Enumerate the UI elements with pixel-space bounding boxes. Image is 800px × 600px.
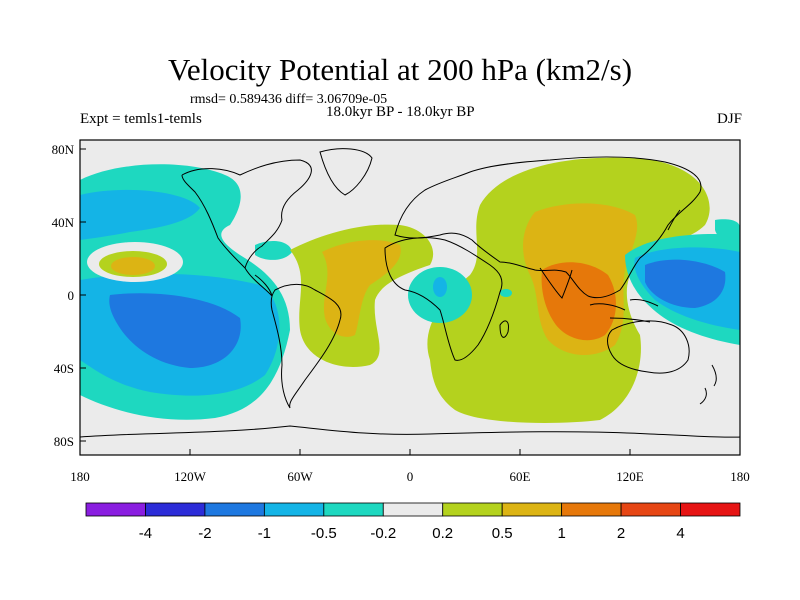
colorbar-swatch <box>561 502 622 517</box>
y-tick-label: 80S <box>54 434 74 449</box>
y-tick-label: 80N <box>52 142 75 157</box>
coast-india <box>539 267 573 299</box>
colorbar-swatch <box>204 502 265 517</box>
x-tick-label: 180 <box>730 469 750 484</box>
coastlines <box>80 148 740 438</box>
x-tick-label: 180 <box>70 469 90 484</box>
contour-pos-hawaii-core <box>111 257 155 275</box>
coast-australia <box>607 320 690 374</box>
colorbar-swatch <box>620 502 681 517</box>
x-tick-label: 120W <box>174 469 207 484</box>
experiment-label: Expt = temls1-temls <box>80 111 202 127</box>
coast-greenland <box>319 148 373 196</box>
stats-text: rmsd= 0.589436 diff= 3.06709e-05 <box>190 92 388 107</box>
colorbar: -4 -2 -1 -0.5 -0.2 0.2 0.5 1 2 4 <box>85 502 741 542</box>
x-tick-label: 60E <box>510 469 531 484</box>
y-tick-label: 40N <box>52 215 75 230</box>
colorbar-swatch <box>323 502 384 517</box>
colorbar-label: -0.5 <box>311 525 337 542</box>
colorbar-label: -2 <box>198 525 211 542</box>
colorbar-label: -1 <box>258 525 271 542</box>
contour-neg-pacific-core <box>109 293 241 368</box>
colorbar-label: 4 <box>676 525 684 542</box>
coast-africa <box>384 237 503 361</box>
period-label: 18.0kyr BP - 18.0kyr BP <box>326 104 475 120</box>
colorbar-swatch <box>382 502 444 517</box>
colorbar-swatch <box>263 502 325 517</box>
contour-pos-eurasia-core <box>541 262 616 341</box>
contour-neg-natlantic <box>255 240 292 260</box>
colorbar-label: -0.2 <box>370 525 396 542</box>
coast-europe-asia <box>394 156 702 299</box>
contour-neg-eafrica <box>500 289 512 297</box>
coast-north-america <box>181 159 312 297</box>
contour-neg-pacific-mid <box>80 189 200 240</box>
colorbar-swatch <box>442 502 503 517</box>
colorbar-label: 1 <box>557 525 565 542</box>
x-axis: 180 120W 60W 0 60E 120E 180 <box>70 449 750 484</box>
colorbar-swatch <box>680 502 741 517</box>
figure-title: Velocity Potential at 200 hPa (km2/s) <box>167 52 633 87</box>
coast-south-america <box>270 283 342 409</box>
contour-pos-atlantic-mid <box>322 240 401 337</box>
x-tick-label: 0 <box>407 469 414 484</box>
colorbar-swatch <box>145 502 206 517</box>
contour-fields <box>80 148 740 438</box>
colorbar-swatch <box>85 502 146 517</box>
contour-neg-africa-inner <box>433 277 447 297</box>
contour-neg-wpacific-core <box>645 259 726 308</box>
colorbar-label: -4 <box>139 525 152 542</box>
colorbar-swatch <box>501 502 563 517</box>
coast-madagascar <box>499 320 509 338</box>
y-tick-label: 40S <box>54 361 74 376</box>
y-axis: 80N 40N 0 40S 80S <box>52 142 86 449</box>
colorbar-label: 0.2 <box>432 525 453 542</box>
coast-antarctica <box>80 425 740 438</box>
coast-japan <box>667 209 681 231</box>
colorbar-label: 0.5 <box>492 525 513 542</box>
coast-new-zealand <box>699 364 717 405</box>
season-label: DJF <box>716 111 742 127</box>
coast-indonesia <box>589 299 659 323</box>
x-tick-label: 60W <box>287 469 313 484</box>
x-tick-label: 120E <box>616 469 644 484</box>
contour-neg-npacific-east <box>715 219 740 246</box>
y-tick-label: 0 <box>68 288 75 303</box>
colorbar-label: 2 <box>617 525 625 542</box>
